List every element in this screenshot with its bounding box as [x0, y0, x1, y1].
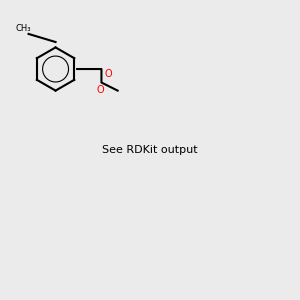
- Text: See RDKit output: See RDKit output: [102, 145, 198, 155]
- Text: O: O: [104, 69, 112, 79]
- Text: O: O: [96, 85, 104, 95]
- Text: CH₃: CH₃: [15, 24, 31, 33]
